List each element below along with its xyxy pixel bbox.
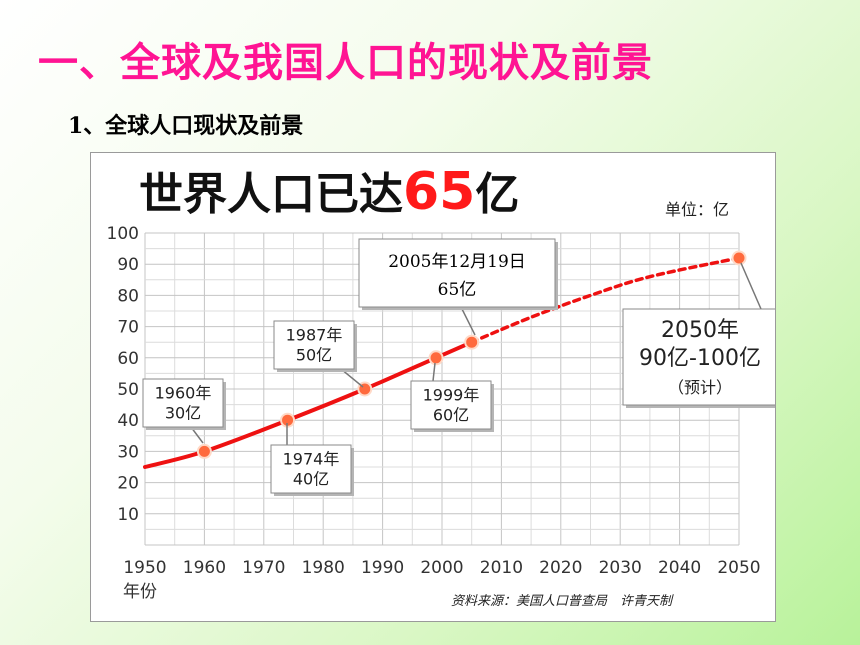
annotation-text: 65亿 [438, 280, 477, 300]
annotation-text: （预计） [668, 378, 732, 397]
annotation-text: 2050年 [661, 318, 739, 343]
annotation-box [142, 378, 224, 428]
slide-subtitle: 1、全球人口现状及前景 [68, 113, 304, 139]
x-tick-label: 1980 [302, 558, 345, 578]
y-tick-label: 40 [117, 411, 139, 431]
annotation-text: 40亿 [293, 470, 329, 489]
source-note: 资料来源：美国人口普查局 许青天制 [451, 594, 674, 609]
annotation-box [273, 320, 355, 370]
x-tick-label: 1970 [242, 558, 285, 578]
y-tick-label: 70 [117, 318, 139, 338]
data-point-marker [428, 350, 444, 366]
annotation-pointer [460, 306, 476, 336]
annotation-text: 1999年 [423, 386, 480, 405]
chart-title-number: 65 [403, 162, 475, 222]
x-tick-label: 2010 [480, 558, 523, 578]
annotation-text: 30亿 [165, 404, 201, 423]
y-tick-label: 30 [117, 442, 139, 462]
annotation-text: 1960年 [155, 384, 212, 403]
annotation-2005: 2005年12月19日 65亿 [358, 238, 558, 336]
y-tick-label: 80 [117, 286, 139, 306]
unit-label: 单位：亿 [665, 200, 729, 219]
chart-title-unit: 亿 [475, 169, 519, 220]
svg-text:世界人口已达65亿: 世界人口已达65亿 [139, 162, 519, 222]
x-tick-label: 1990 [361, 558, 404, 578]
data-point-marker [196, 443, 212, 459]
projection-line [469, 256, 741, 344]
y-tick-label: 20 [117, 474, 139, 494]
x-tick-label: 2020 [539, 558, 582, 578]
annotation-box [622, 308, 775, 406]
annotation-text: 50亿 [296, 346, 332, 365]
x-tick-label: 2030 [599, 558, 642, 578]
data-point-marker [464, 334, 480, 350]
y-tick-label: 100 [107, 224, 139, 244]
annotation-text: 90亿-100亿 [639, 346, 761, 371]
chart-frame: 世界人口已达65亿 单位：亿 10 20 30 40 50 60 70 80 90 100 195… [90, 152, 776, 622]
x-axis-label: 年份 [123, 582, 157, 602]
annotation-box [358, 238, 556, 308]
annotation-text: 1987年 [286, 326, 343, 345]
y-tick-label: 50 [117, 380, 139, 400]
annotation-2050: 2050年 90亿-100亿 （预计） [622, 262, 775, 408]
annotation-pointer [740, 262, 762, 310]
x-tick-label: 2040 [658, 558, 701, 578]
data-point-marker [731, 250, 747, 266]
annotation-text: 1974年 [283, 450, 340, 469]
annotation-text: 2005年12月19日 [388, 252, 526, 272]
annotation-text: 60亿 [433, 406, 469, 425]
y-tick-label: 10 [117, 505, 139, 525]
annotation-pointer [432, 362, 436, 382]
x-tick-label: 1960 [183, 558, 226, 578]
annotation-box [410, 380, 492, 430]
x-tick-label: 1950 [123, 558, 166, 578]
slide-title: 一、全球及我国人口的现状及前景 [38, 39, 653, 86]
x-tick-label: 2000 [420, 558, 463, 578]
chart-title-main: 世界人口已达 [139, 169, 403, 220]
y-tick-label: 90 [117, 255, 139, 275]
y-tick-label: 60 [117, 349, 139, 369]
x-tick-label: 2050 [717, 558, 760, 578]
annotation-box [270, 444, 352, 494]
